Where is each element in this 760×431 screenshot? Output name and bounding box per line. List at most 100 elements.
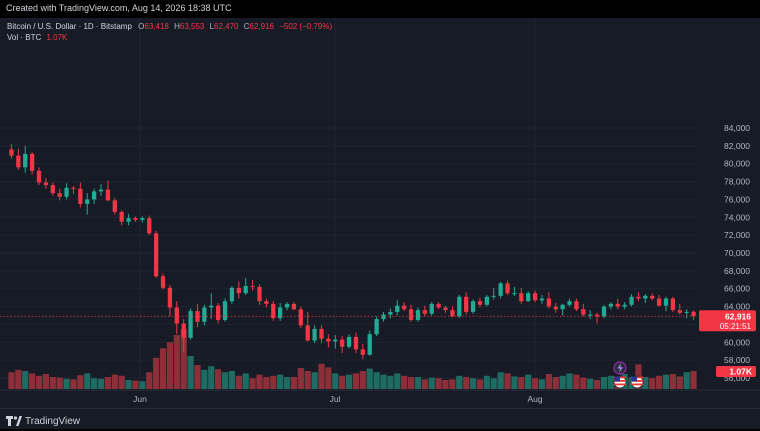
candle[interactable] <box>9 144 14 159</box>
candle[interactable] <box>167 285 173 317</box>
candle[interactable] <box>519 287 524 304</box>
candle[interactable] <box>539 294 545 304</box>
candle[interactable] <box>278 303 283 321</box>
candle[interactable] <box>546 292 552 309</box>
candle[interactable] <box>553 303 558 313</box>
candle[interactable] <box>216 303 221 324</box>
volume-label[interactable]: Vol · BTC <box>7 33 42 42</box>
candle[interactable] <box>119 210 124 226</box>
candle[interactable] <box>64 183 69 200</box>
candle[interactable] <box>677 303 682 315</box>
candle[interactable] <box>195 303 200 328</box>
candle[interactable] <box>360 344 365 360</box>
candle[interactable] <box>264 298 269 308</box>
candle[interactable] <box>381 311 386 322</box>
event-markers[interactable] <box>613 361 644 389</box>
candle[interactable] <box>367 330 372 356</box>
candle[interactable] <box>346 334 352 349</box>
candle[interactable] <box>243 278 248 295</box>
candle[interactable] <box>484 294 489 307</box>
candle[interactable] <box>691 310 696 321</box>
candle[interactable] <box>202 304 207 326</box>
candle[interactable] <box>91 188 97 204</box>
candle[interactable] <box>209 293 214 320</box>
candle[interactable] <box>188 308 193 340</box>
candle[interactable] <box>174 301 179 335</box>
candle[interactable] <box>663 296 669 312</box>
candle[interactable] <box>615 298 620 310</box>
candle[interactable] <box>567 298 572 307</box>
candle[interactable] <box>133 216 138 222</box>
candle[interactable] <box>574 298 579 312</box>
volume-legend[interactable]: Vol · BTC 1.07K <box>7 33 67 42</box>
candle[interactable] <box>643 294 648 303</box>
candle[interactable] <box>147 215 152 236</box>
candle[interactable] <box>601 304 607 319</box>
candle[interactable] <box>402 302 407 312</box>
candle[interactable] <box>512 286 517 296</box>
candles[interactable] <box>9 144 696 360</box>
candle[interactable] <box>29 152 35 175</box>
candle[interactable] <box>50 182 55 196</box>
candle[interactable] <box>450 306 455 318</box>
symbol-title[interactable]: Bitcoin / U.S. Dollar · 1D · Bitstamp <box>7 22 132 31</box>
candle[interactable] <box>236 281 241 299</box>
candle[interactable] <box>340 336 345 353</box>
candle[interactable] <box>43 178 49 189</box>
candle[interactable] <box>470 299 476 314</box>
candle[interactable] <box>622 302 627 310</box>
candle[interactable] <box>85 193 90 215</box>
candle[interactable] <box>312 325 317 344</box>
candle[interactable] <box>305 311 310 342</box>
candle[interactable] <box>429 302 434 316</box>
candle[interactable] <box>140 216 145 223</box>
candle[interactable] <box>298 306 303 328</box>
candle[interactable] <box>229 286 235 304</box>
candle[interactable] <box>126 213 131 226</box>
candle[interactable] <box>284 302 290 311</box>
candle[interactable] <box>153 230 159 278</box>
symbol-legend[interactable]: Bitcoin / U.S. Dollar · 1D · Bitstamp O6… <box>7 22 332 31</box>
candle[interactable] <box>222 298 228 322</box>
candle[interactable] <box>526 291 531 303</box>
candle[interactable] <box>505 280 510 295</box>
candle[interactable] <box>23 145 28 173</box>
candle[interactable] <box>477 297 483 308</box>
candle[interactable] <box>71 186 76 195</box>
candle[interactable] <box>443 305 448 313</box>
candle[interactable] <box>112 197 117 215</box>
candle[interactable] <box>333 335 338 349</box>
us-flag-icon[interactable] <box>630 375 644 389</box>
candle[interactable] <box>326 334 331 348</box>
candle[interactable] <box>257 284 262 305</box>
us-flag-icon[interactable] <box>613 375 627 389</box>
candle[interactable] <box>16 148 21 170</box>
time-scale[interactable]: Jun Jul Aug <box>0 389 760 404</box>
candle[interactable] <box>98 184 104 196</box>
candle[interactable] <box>656 294 662 307</box>
candle[interactable] <box>415 307 421 322</box>
candle[interactable] <box>464 292 469 315</box>
candle[interactable] <box>181 319 186 353</box>
candle[interactable] <box>670 296 676 312</box>
candle[interactable] <box>388 308 393 319</box>
candle[interactable] <box>636 292 641 302</box>
candle[interactable] <box>291 302 297 311</box>
candle[interactable] <box>36 167 42 186</box>
candle[interactable] <box>491 287 496 300</box>
candle[interactable] <box>532 290 538 303</box>
candle[interactable] <box>250 279 255 291</box>
candle[interactable] <box>271 301 276 321</box>
candle[interactable] <box>78 182 83 208</box>
candle[interactable] <box>684 309 689 319</box>
candle[interactable] <box>560 303 565 316</box>
candle[interactable] <box>395 300 400 316</box>
candle[interactable] <box>374 316 379 337</box>
candle[interactable] <box>629 294 634 307</box>
price-scale-bg[interactable] <box>697 18 760 408</box>
price-scale[interactable]: 84,000 82,000 80,000 78,000 76,000 74,000 72,0… <box>697 18 760 408</box>
candle[interactable] <box>608 302 614 310</box>
candle[interactable] <box>498 281 503 299</box>
candle[interactable] <box>436 302 441 310</box>
candle[interactable] <box>650 293 655 301</box>
